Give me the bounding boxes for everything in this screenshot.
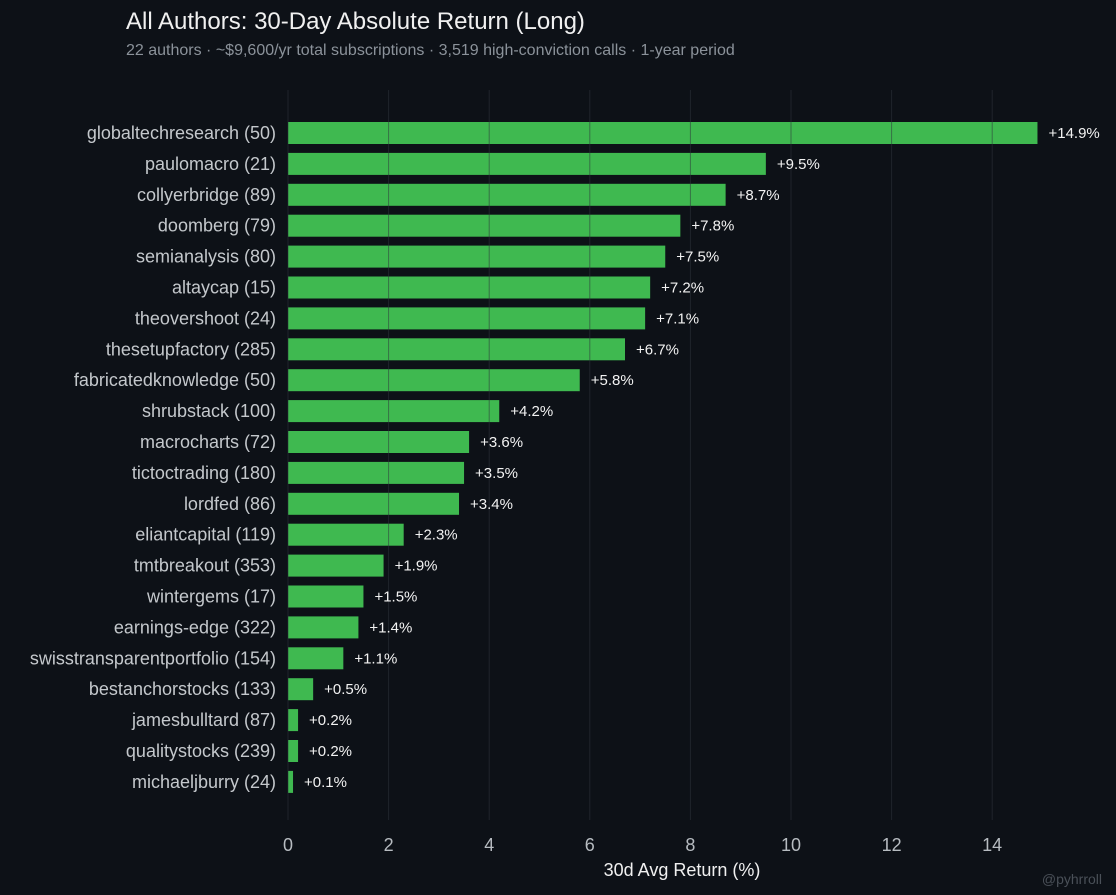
category-label: macrocharts (72) [140, 432, 276, 452]
category-label: swisstransparentportfolio (154) [30, 648, 276, 668]
x-tick-label: 12 [882, 835, 902, 855]
x-tick-label: 0 [283, 835, 293, 855]
x-tick-label: 14 [982, 835, 1002, 855]
watermark: @pyhrroll [1041, 871, 1102, 887]
bar [288, 616, 359, 639]
category-label: fabricatedknowledge (50) [74, 370, 276, 390]
bar [288, 647, 344, 670]
bar [288, 245, 666, 268]
value-label: +14.9% [1048, 125, 1099, 142]
chart-subtitle: 22 authors · ~$9,600/yr total subscripti… [126, 42, 735, 59]
category-label: qualitystocks (239) [126, 741, 276, 761]
bar [288, 554, 384, 577]
bar [288, 678, 314, 701]
category-label: lordfed (86) [184, 494, 276, 514]
category-label: jamesbulltard (87) [131, 710, 276, 730]
x-axis-title: 30d Avg Return (%) [604, 860, 761, 880]
category-label: shrubstack (100) [142, 401, 276, 421]
value-label: +7.8% [691, 218, 734, 235]
value-label: +0.1% [304, 774, 347, 791]
value-label: +4.2% [510, 403, 553, 420]
value-label: +7.5% [676, 249, 719, 266]
bar [288, 461, 465, 484]
value-label: +3.5% [475, 465, 518, 482]
value-label: +1.4% [369, 619, 412, 636]
bar [288, 276, 651, 299]
category-label: paulomacro (21) [145, 154, 276, 174]
category-label: bestanchorstocks (133) [89, 679, 276, 699]
value-label: +3.4% [470, 496, 513, 513]
value-label: +2.3% [415, 527, 458, 544]
category-label: earnings-edge (322) [114, 617, 276, 637]
category-label: thesetupfactory (285) [106, 339, 276, 359]
value-label: +8.7% [737, 187, 780, 204]
category-label: eliantcapital (119) [135, 525, 276, 545]
bar [288, 152, 766, 175]
value-label: +0.2% [309, 743, 352, 760]
bar [288, 183, 726, 206]
category-label: altaycap (15) [172, 278, 276, 298]
category-label: semianalysis (80) [136, 247, 276, 267]
bar [288, 338, 626, 361]
value-label: +0.5% [324, 681, 367, 698]
bars [288, 122, 1038, 793]
bar [288, 523, 404, 546]
x-tick-label: 8 [685, 835, 695, 855]
category-label: globaltechresearch (50) [87, 123, 276, 143]
category-label: michaeljburry (24) [132, 772, 276, 792]
category-label: tmtbreakout (353) [134, 556, 276, 576]
category-label: theovershoot (24) [135, 308, 276, 328]
bar [288, 369, 580, 392]
chart-title: All Authors: 30-Day Absolute Return (Lon… [126, 8, 585, 35]
category-label: doomberg (79) [158, 216, 276, 236]
category-label: wintergems (17) [146, 587, 276, 607]
bar [288, 585, 364, 608]
x-tick-label: 4 [484, 835, 494, 855]
value-label: +6.7% [636, 341, 679, 358]
x-tick-label: 10 [781, 835, 801, 855]
category-labels: globaltechresearch (50) paulomacro (21) co… [30, 123, 276, 792]
x-axis-ticks: 0 2 4 6 8 10 12 14 [283, 835, 1002, 855]
bar [288, 307, 646, 330]
bar [288, 122, 1038, 144]
value-label: +5.8% [591, 372, 634, 389]
value-label: +1.9% [395, 558, 438, 575]
bar [288, 740, 299, 762]
x-tick-label: 2 [384, 835, 394, 855]
value-label: +1.1% [354, 650, 397, 667]
category-label: tictoctrading (180) [132, 463, 276, 483]
bar [288, 492, 460, 515]
bar [288, 709, 299, 732]
value-label: +1.5% [374, 589, 417, 606]
bar [288, 214, 681, 237]
bar [288, 770, 294, 793]
x-tick-label: 6 [585, 835, 595, 855]
value-labels: +14.9% +9.5% +8.7%+7.8% +7.5% +7.2% +7.1% +6.7… [304, 125, 1100, 791]
grid-lines [287, 90, 993, 820]
value-label: +3.6% [480, 434, 523, 451]
value-label: +7.2% [661, 280, 704, 297]
category-label: collyerbridge (89) [137, 185, 276, 205]
bar [288, 431, 470, 453]
bar [288, 400, 500, 423]
value-label: +0.2% [309, 712, 352, 729]
value-label: +9.5% [777, 156, 820, 173]
value-label: +7.1% [656, 310, 699, 327]
